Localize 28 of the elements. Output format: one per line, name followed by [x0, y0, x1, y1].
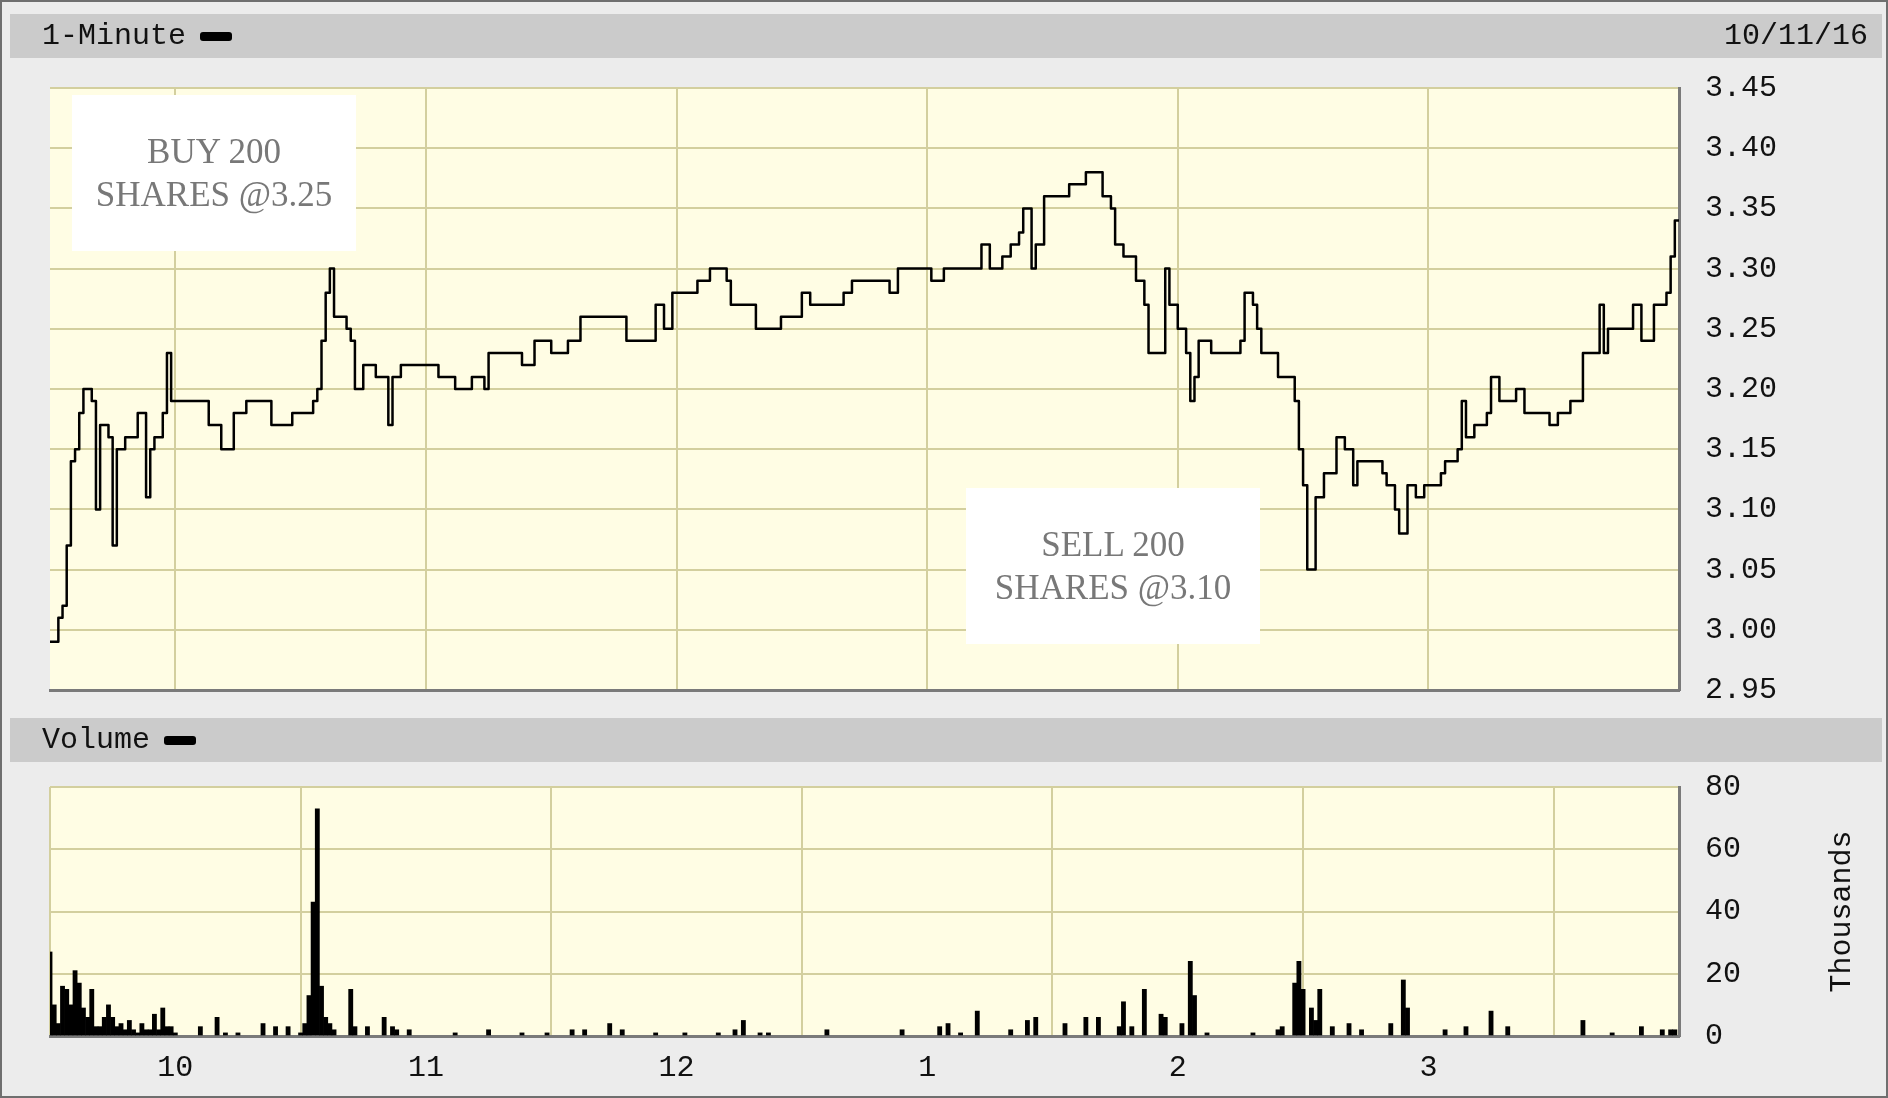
- annotation: BUY 200 SHARES @3.25: [94, 131, 334, 216]
- legend-label: Volume: [42, 722, 151, 759]
- text: 10/11/16: [1723, 18, 1868, 55]
- x-tick-label: 10: [157, 1050, 194, 1085]
- y-tick-label: 80: [1705, 769, 1742, 804]
- y-tick-label: 60: [1705, 832, 1742, 867]
- y-tick-label: 3.25: [1705, 311, 1778, 346]
- y-tick-label: 3.05: [1705, 552, 1778, 587]
- y-tick-label: 0: [1705, 1018, 1724, 1053]
- y-tick-label: 3.35: [1705, 191, 1778, 226]
- y-tick-label: 3.10: [1705, 492, 1778, 527]
- y-tick-label: 3.00: [1705, 612, 1778, 647]
- annotation: SELL 200 SHARES @3.10: [993, 524, 1233, 609]
- x-tick-label: 1: [918, 1050, 937, 1085]
- y-tick-label: 2.95: [1705, 672, 1778, 707]
- y-tick-label: 3.20: [1705, 371, 1778, 406]
- y-tick-label: 40: [1705, 894, 1742, 929]
- x-tick-label: 11: [407, 1050, 444, 1085]
- y-tick-label: 3.40: [1705, 131, 1778, 166]
- y-tick-label: 3.45: [1705, 70, 1778, 105]
- y-tick-label: 3.30: [1705, 251, 1778, 286]
- x-tick-label: 3: [1419, 1050, 1438, 1085]
- y-tick-label: 3.15: [1705, 432, 1778, 467]
- x-tick-label: 12: [658, 1050, 695, 1085]
- y-tick-label: 20: [1705, 956, 1742, 991]
- y-axis-title: Thousands: [1824, 830, 1859, 993]
- x-tick-label: 2: [1168, 1050, 1187, 1085]
- legend-label: 1-Minute: [42, 18, 187, 55]
